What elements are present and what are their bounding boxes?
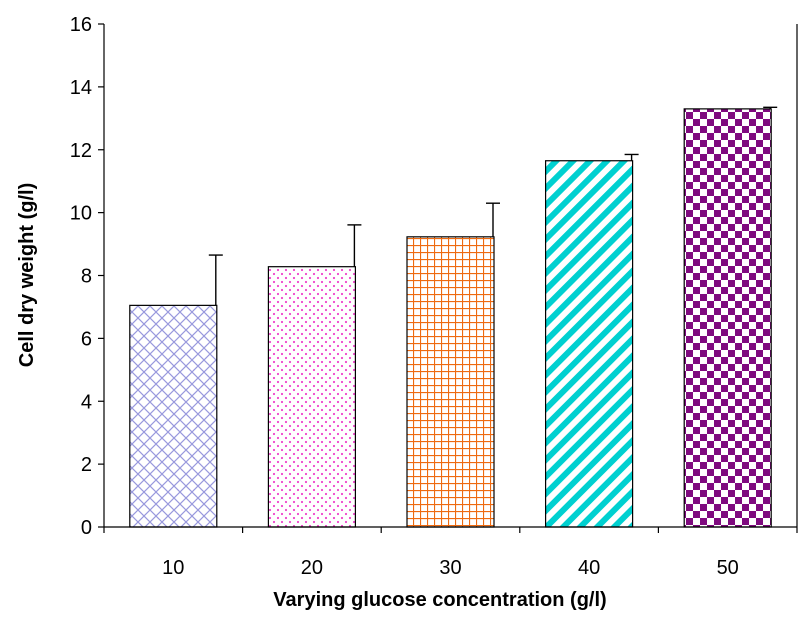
bars-layer <box>129 108 772 528</box>
x-tick-label: 10 <box>162 557 184 579</box>
error-bar-10 <box>208 254 223 306</box>
error-bar-30 <box>486 202 500 237</box>
x-tick-label: 20 <box>301 557 323 579</box>
y-ticks: 0 2 4 6 8 10 12 14 16 <box>70 14 104 539</box>
y-tick-label: 10 <box>70 203 92 225</box>
y-axis-title: Cell dry weight (g/l) <box>16 183 38 367</box>
x-tick-label: 50 <box>717 557 739 579</box>
y-tick-label: 16 <box>70 14 92 36</box>
y-tick-label: 6 <box>81 328 92 350</box>
y-tick-label: 4 <box>81 391 92 413</box>
bar-40 <box>544 160 634 528</box>
x-tick-label: 40 <box>578 557 600 579</box>
y-tick-label: 0 <box>81 517 92 539</box>
error-bar-40 <box>624 153 639 161</box>
bar-50 <box>683 108 772 528</box>
bar-20 <box>267 266 356 528</box>
x-axis-title: Varying glucose concentration (g/l) <box>273 589 606 611</box>
y-tick-label: 2 <box>81 454 92 476</box>
y-tick-label: 14 <box>70 77 92 99</box>
error-bars-layer <box>208 106 778 306</box>
bar-10 <box>129 304 218 528</box>
y-tick-label: 8 <box>81 266 92 288</box>
x-ticks: 10 20 30 40 50 <box>103 527 798 579</box>
error-bar-50 <box>763 106 778 109</box>
x-tick-label: 30 <box>439 557 461 579</box>
bar-30 <box>406 236 495 528</box>
y-tick-label: 12 <box>70 140 92 162</box>
error-bar-20 <box>347 224 362 267</box>
